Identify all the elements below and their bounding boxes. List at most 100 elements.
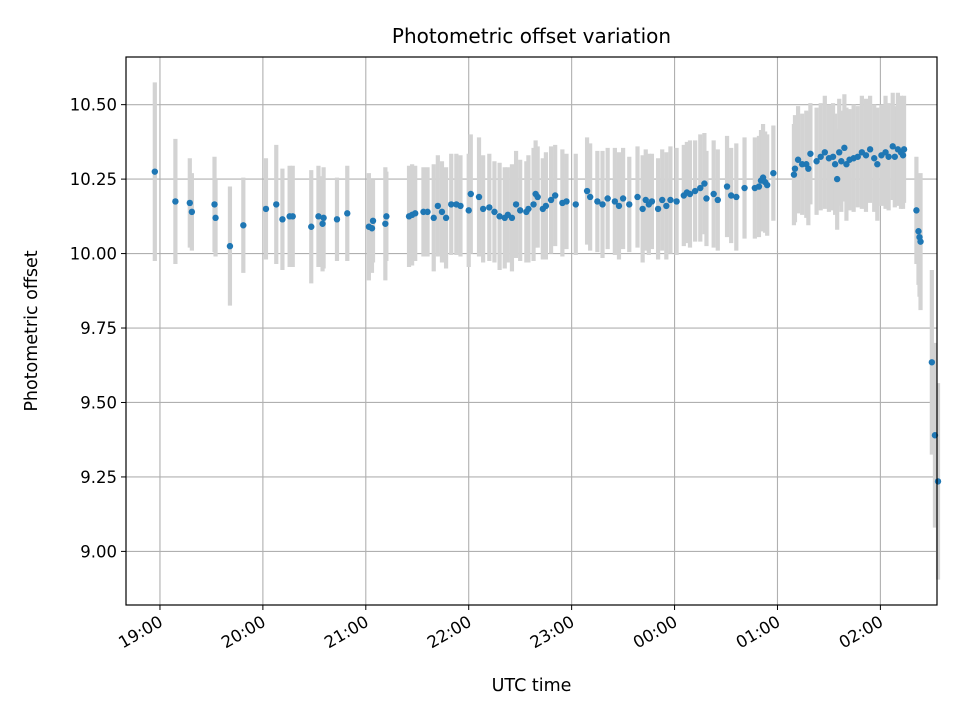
data-point: [319, 220, 326, 227]
data-point: [594, 198, 601, 205]
data-point: [320, 214, 327, 222]
data-point: [833, 175, 841, 183]
data-point: [691, 187, 699, 195]
data-point: [928, 359, 936, 366]
data-point: [862, 152, 870, 159]
data-point: [479, 205, 487, 213]
x-tick-label: 01:00: [733, 612, 784, 652]
x-tick-label: 02:00: [836, 612, 887, 652]
data-point: [755, 183, 763, 190]
data-point: [467, 190, 474, 198]
data-point: [891, 153, 899, 160]
data-point: [368, 225, 376, 232]
data-point: [226, 242, 234, 250]
data-point: [211, 201, 218, 208]
data-point: [491, 208, 498, 216]
data-point: [457, 202, 464, 210]
data-point: [648, 198, 656, 205]
data-point: [874, 161, 881, 168]
data-point: [836, 149, 843, 156]
data-point: [333, 216, 341, 223]
data-point: [642, 196, 649, 204]
data-point: [530, 201, 537, 208]
data-point: [315, 213, 322, 220]
data-point: [807, 150, 814, 157]
data-point: [703, 195, 710, 202]
data-point: [279, 216, 286, 223]
data-point: [917, 238, 924, 245]
data-point: [821, 149, 829, 156]
data-point: [794, 156, 802, 163]
data-point: [654, 205, 662, 213]
plot-frame: [125, 56, 938, 606]
x-tick-label: 21:00: [321, 612, 372, 652]
data-point: [790, 171, 798, 178]
data-point: [615, 202, 623, 210]
data-point: [813, 158, 820, 165]
data-point: [686, 190, 694, 198]
x-tick-label: 23:00: [527, 612, 578, 652]
data-point: [667, 196, 674, 204]
data-point: [572, 201, 579, 208]
data-point: [508, 214, 516, 222]
data-point: [701, 180, 708, 187]
data-points: [151, 143, 942, 485]
data-point: [626, 201, 633, 208]
data-point: [871, 155, 878, 162]
y-axis: 9.00 9.25 9.50 9.75 10.00 10.25 10.50: [70, 96, 126, 561]
y-tick-label: 9.00: [80, 542, 117, 561]
chart-title: Photometric offset variation: [392, 24, 671, 48]
data-point: [583, 187, 591, 195]
data-point: [889, 143, 896, 150]
data-point: [262, 205, 270, 213]
data-point: [475, 193, 483, 201]
data-point: [634, 193, 641, 201]
data-point: [611, 198, 619, 205]
data-point: [547, 196, 555, 204]
data-point: [412, 210, 419, 217]
data-point: [486, 204, 493, 211]
data-point: [604, 195, 611, 202]
data-point: [434, 202, 442, 210]
data-point: [733, 193, 740, 201]
x-tick-label: 22:00: [424, 612, 475, 652]
data-point: [496, 213, 503, 220]
x-axis-title: UTC time: [492, 676, 572, 696]
data-point: [586, 193, 594, 201]
data-point: [516, 207, 524, 214]
data-point: [383, 213, 390, 220]
data-point: [741, 184, 748, 192]
data-point: [369, 217, 377, 225]
data-point: [438, 208, 446, 216]
data-point: [854, 153, 861, 160]
data-point: [308, 223, 315, 230]
data-point: [791, 165, 799, 172]
data-point: [212, 214, 219, 222]
data-point: [723, 183, 731, 190]
data-point: [710, 190, 717, 198]
data-point: [448, 201, 455, 208]
data-point: [551, 192, 559, 199]
data-point: [172, 198, 179, 205]
data-point: [882, 149, 889, 156]
data-point: [639, 205, 646, 213]
data-point: [344, 210, 351, 217]
data-point: [805, 165, 812, 172]
data-point: [714, 196, 721, 204]
data-point: [829, 153, 837, 160]
data-point: [934, 478, 942, 485]
data-point: [659, 196, 666, 204]
data-point: [915, 228, 922, 235]
x-tick-label: 19:00: [115, 612, 166, 652]
data-point: [563, 198, 570, 205]
data-point: [619, 195, 627, 202]
data-point: [525, 205, 532, 213]
data-point: [841, 144, 848, 152]
data-point: [186, 199, 194, 207]
data-point: [763, 181, 771, 189]
y-axis-title: Photometric offset: [22, 250, 42, 411]
data-point: [465, 207, 472, 214]
y-tick-label: 9.75: [80, 319, 117, 338]
data-point: [151, 168, 159, 175]
